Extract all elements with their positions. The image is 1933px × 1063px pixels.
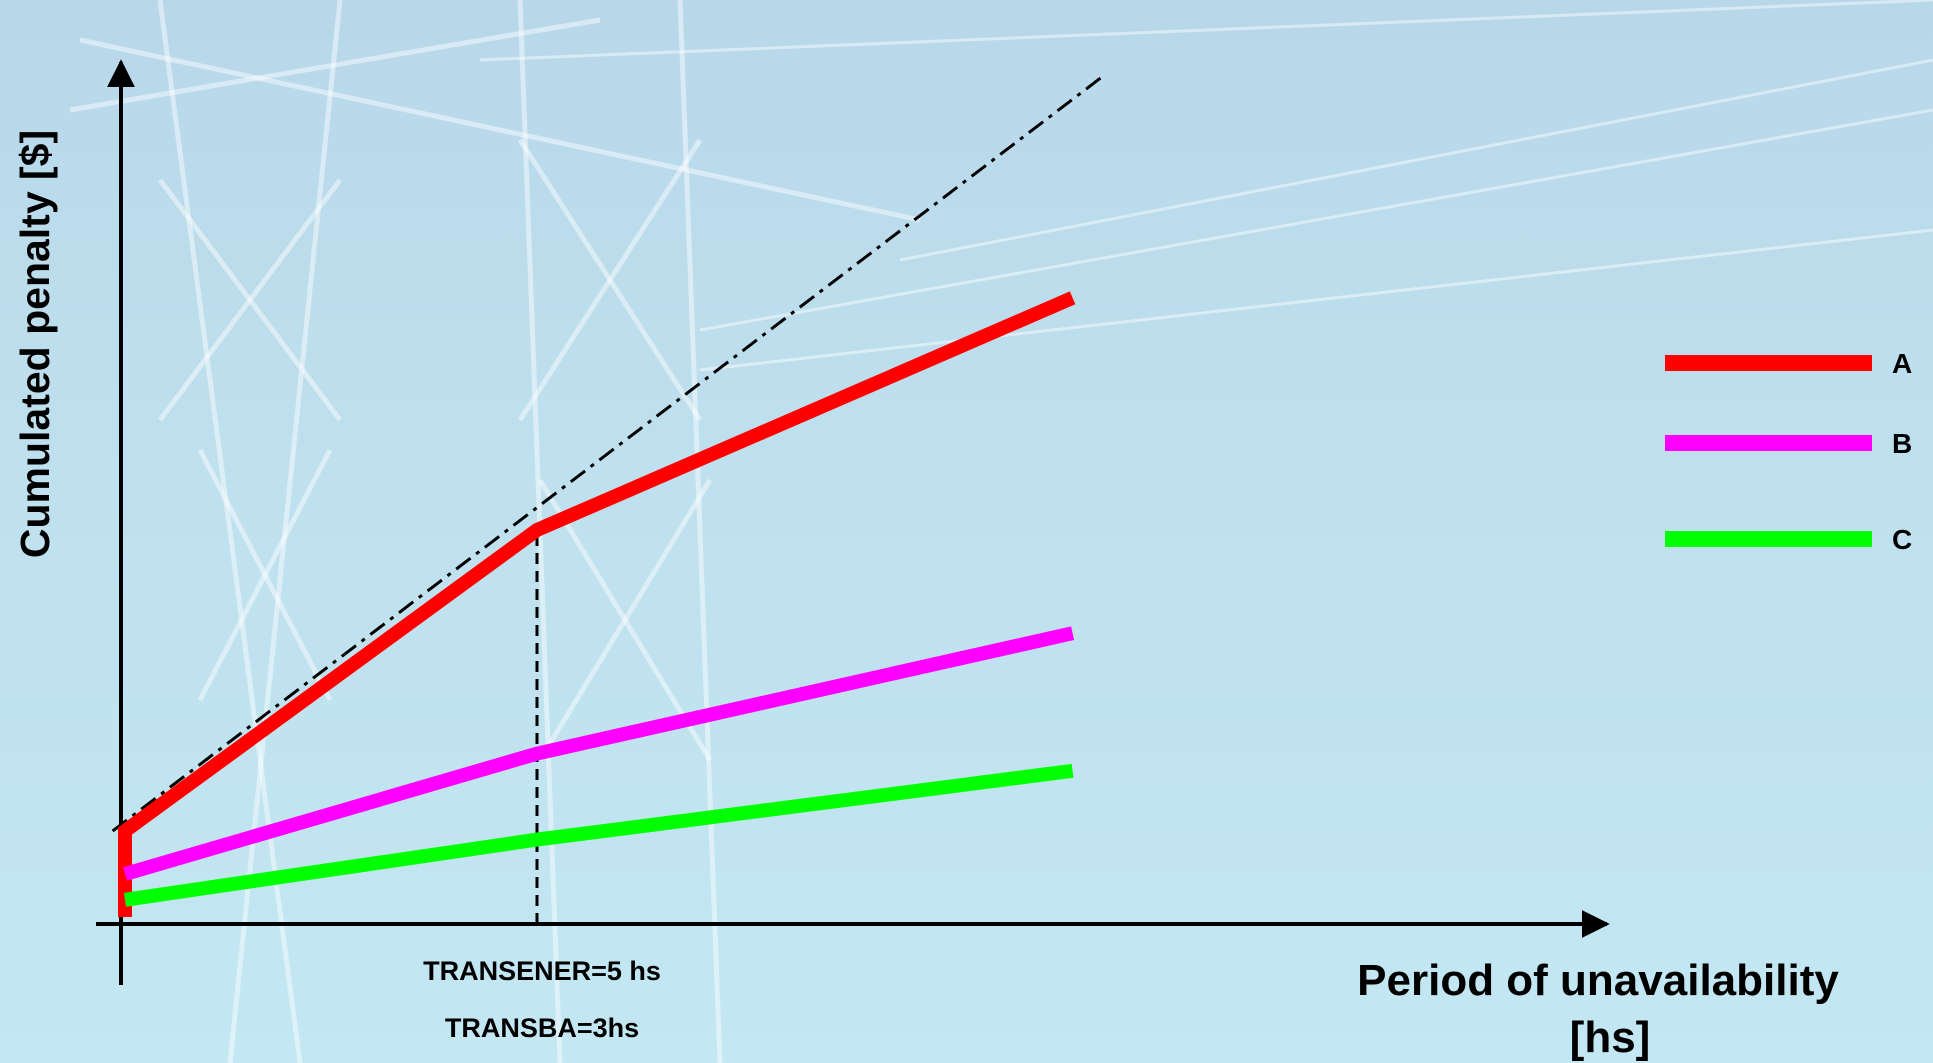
legend: A B C (1665, 348, 1912, 555)
reference-dash-dot-line (111, 73, 1107, 833)
x-axis-label-line1: Period of unavailability (1357, 956, 1839, 1005)
series-line-c (123, 763, 1074, 907)
x-axis-label-line2: [hs] (1570, 1013, 1651, 1062)
background-tower-illustration (69, 0, 1933, 1063)
legend-label-b: B (1892, 428, 1912, 459)
y-axis-label: Cumulated penalty [$] (12, 130, 58, 558)
annotation-transba: TRANSBA=3hs (445, 1013, 639, 1043)
legend-label-a: A (1892, 348, 1912, 379)
series-line-b (123, 626, 1075, 881)
legend-label-c: C (1892, 524, 1912, 555)
series-layer (118, 291, 1076, 917)
annotation-transener: TRANSENER=5 hs (423, 956, 661, 986)
